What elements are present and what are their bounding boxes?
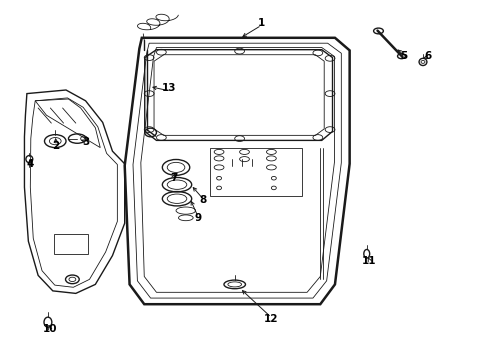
Text: 6: 6 bbox=[424, 51, 430, 61]
Text: 9: 9 bbox=[194, 213, 201, 223]
Text: 12: 12 bbox=[264, 314, 278, 324]
Text: 13: 13 bbox=[161, 83, 176, 93]
Text: 1: 1 bbox=[258, 18, 264, 28]
Text: 2: 2 bbox=[53, 141, 60, 151]
Text: 4: 4 bbox=[26, 159, 34, 169]
Text: 11: 11 bbox=[361, 256, 376, 266]
Text: 8: 8 bbox=[199, 195, 206, 205]
Text: 5: 5 bbox=[399, 51, 406, 61]
Text: 10: 10 bbox=[42, 324, 57, 334]
Text: 3: 3 bbox=[82, 137, 89, 147]
Text: 7: 7 bbox=[169, 173, 177, 183]
